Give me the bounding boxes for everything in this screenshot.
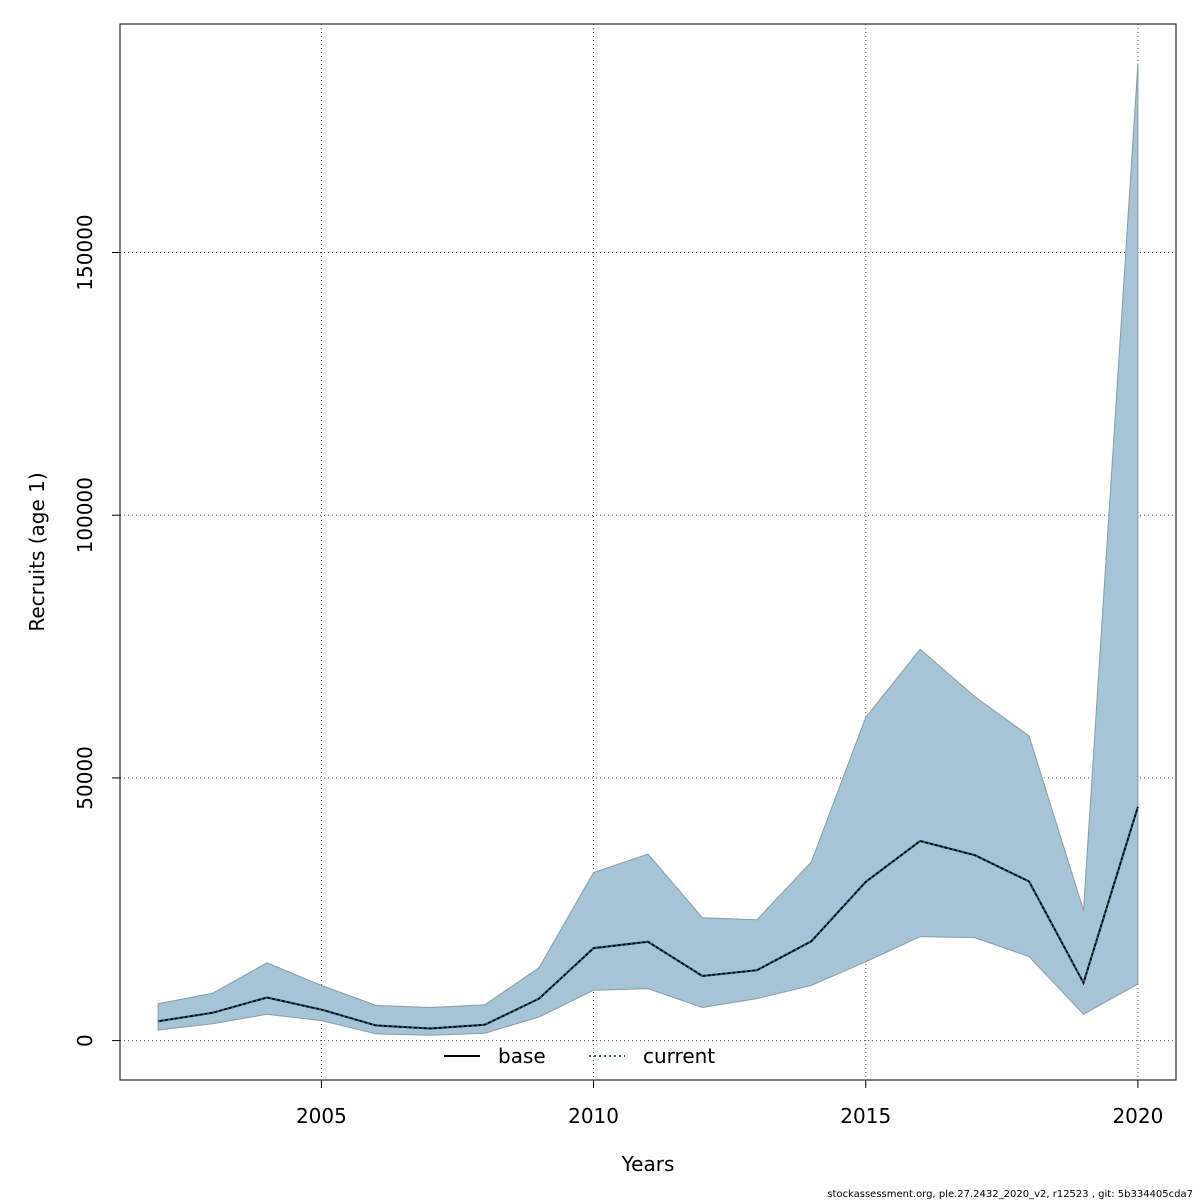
y-axis-title: Recruits (age 1) (25, 472, 49, 631)
x-axis-ticks: 2005 2010 2015 2020 (296, 1080, 1163, 1128)
legend-label-current: current (643, 1044, 715, 1068)
x-tick-label: 2010 (568, 1104, 619, 1128)
y-axis-ticks: 0 50000 100000 150000 (73, 214, 120, 1047)
confidence-band (157, 63, 1139, 1036)
legend: base current (444, 1044, 715, 1068)
series-line-base (157, 806, 1139, 1030)
series-lines (157, 806, 1139, 1030)
legend-label-base: base (498, 1044, 546, 1068)
y-tick-label: 50000 (73, 746, 97, 810)
x-tick-label: 2020 (1112, 1104, 1163, 1128)
x-tick-label: 2005 (296, 1104, 347, 1128)
y-tick-label: 100000 (73, 477, 97, 553)
y-tick-label: 150000 (73, 214, 97, 290)
x-tick-label: 2015 (840, 1104, 891, 1128)
footer-note: stockassessment.org, ple.27.2432_2020_v2… (827, 1189, 1193, 1200)
x-axis-title: Years (621, 1152, 675, 1176)
y-tick-label: 0 (73, 1034, 97, 1047)
plot-frame (119, 23, 1177, 1081)
